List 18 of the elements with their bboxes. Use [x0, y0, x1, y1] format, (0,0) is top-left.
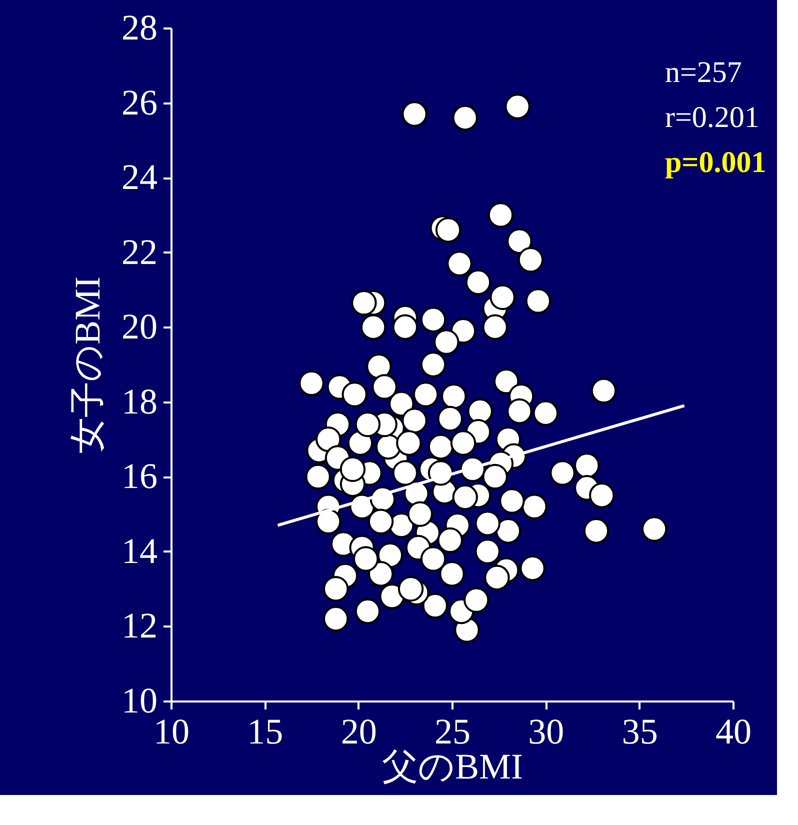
- y-axis-title: 女子のBMI: [68, 276, 108, 454]
- y-tick-label: 20: [122, 306, 158, 347]
- y-tick-label: 26: [122, 82, 158, 122]
- y-tick-label: 12: [122, 606, 158, 646]
- x-tick-label: 40: [716, 712, 752, 752]
- y-tick-label: 14: [122, 530, 158, 571]
- annotation: r=0.201: [665, 101, 760, 134]
- x-tick-label: 35: [622, 712, 658, 752]
- y-tick-label: 18: [122, 381, 158, 422]
- x-tick-label: 20: [340, 712, 377, 752]
- y-tick-label: 22: [122, 232, 158, 272]
- x-tick-label: 15: [247, 712, 284, 752]
- x-tick-label: 30: [528, 712, 564, 752]
- annotation: p=0.001: [665, 146, 766, 179]
- y-tick-label: 24: [122, 157, 158, 198]
- y-tick-label: 16: [122, 456, 158, 496]
- annotation: n=257: [665, 56, 742, 89]
- y-tick-label: 28: [122, 8, 158, 48]
